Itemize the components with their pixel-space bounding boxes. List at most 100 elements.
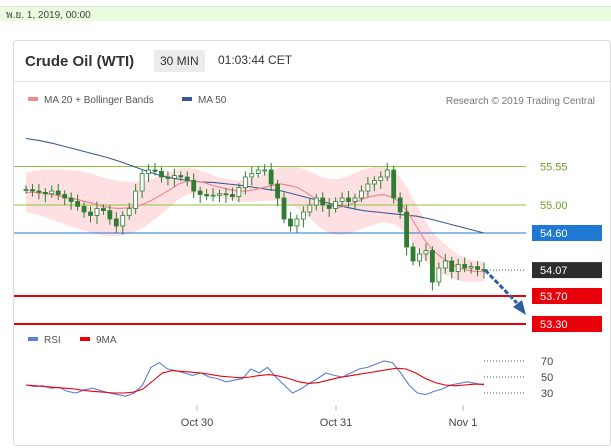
candle-body	[139, 173, 145, 192]
chart-card: Crude Oil (WTI) 30 MIN 01:03:44 CET MA 2…	[13, 40, 611, 446]
candle-body	[417, 253, 422, 262]
candle-body	[339, 197, 345, 202]
level-badge-53.30	[532, 316, 602, 332]
candle-body	[346, 197, 351, 202]
candle-body	[236, 187, 242, 198]
candle-body	[333, 201, 339, 209]
candle-body	[294, 218, 300, 227]
candle-body	[352, 197, 358, 202]
candle-body	[62, 194, 68, 199]
candle-body	[223, 193, 229, 196]
candle-body	[307, 204, 313, 213]
level-badge-54.07	[532, 262, 602, 279]
rsi-tick-30: 30	[541, 388, 553, 400]
candle-body	[230, 194, 235, 197]
candle-body	[159, 170, 164, 178]
candle-body	[378, 176, 384, 181]
candle-body	[171, 175, 177, 179]
ma50-legend-swatch	[182, 97, 192, 101]
candle-body	[75, 201, 81, 207]
candle-body	[126, 208, 132, 216]
timestamp: 01:03:44 CET	[218, 53, 293, 67]
candle-body	[217, 193, 222, 196]
candle-body	[455, 264, 461, 272]
level-lines	[14, 166, 526, 325]
ma50-legend-label: MA 50	[198, 95, 227, 106]
x-tick-label: Oct 30	[181, 417, 213, 429]
candle-body	[88, 211, 93, 216]
x-tick-label: Nov 1	[449, 417, 478, 429]
price-chart: MA 20 + Bollinger Bands MA 50 Research ©…	[14, 95, 602, 429]
candle-body	[204, 194, 210, 197]
candle-body	[184, 176, 190, 181]
rsi-ma-legend-swatch	[80, 337, 90, 341]
candle-body	[449, 260, 455, 272]
candle-body	[442, 260, 448, 269]
candle-body	[191, 180, 197, 192]
candle-body	[436, 267, 442, 283]
bollinger-band	[26, 166, 484, 283]
header-divider	[14, 81, 610, 82]
rsi-tick-70: 70	[541, 356, 553, 368]
candle-body	[288, 218, 293, 227]
candle-body	[404, 211, 409, 248]
candle-body	[255, 169, 261, 174]
candle-body	[242, 176, 248, 188]
candle-body	[423, 250, 429, 255]
candle-body	[262, 169, 268, 172]
level-label-53.30: 53.30	[540, 319, 568, 331]
candle-body	[197, 190, 203, 195]
bollinger-band-area	[26, 166, 484, 283]
candle-body	[300, 211, 306, 220]
candle-body	[101, 208, 106, 211]
level-badge-54.60	[532, 225, 602, 241]
candle-body	[42, 191, 48, 195]
ma20-legend-swatch	[28, 97, 38, 101]
candle-body	[429, 250, 435, 283]
date-label: พ.ย. 1, 2019, 00:00	[6, 10, 91, 21]
candle-body	[68, 197, 74, 202]
candle-body	[210, 194, 216, 197]
candle-body	[49, 190, 55, 195]
candle-body	[320, 197, 326, 206]
candle-body	[371, 180, 377, 185]
candle-body	[384, 169, 390, 178]
level-label-54.60: 54.60	[540, 228, 568, 240]
candle-body	[30, 189, 35, 192]
candle-body	[397, 197, 403, 213]
candle-body	[410, 246, 416, 262]
level-badge-53.70	[532, 288, 602, 304]
candle-body	[94, 208, 100, 216]
projection-arrow-icon	[483, 268, 526, 315]
candle-body	[36, 190, 42, 193]
rsi-ma-legend-label: 9MA	[96, 335, 117, 346]
candle-body	[23, 189, 29, 192]
date-bar: พ.ย. 1, 2019, 00:00	[0, 6, 611, 21]
candle-body	[326, 204, 332, 209]
ma20-legend-label: MA 20 + Bollinger Bands	[44, 95, 154, 106]
level-label-53.70: 53.70	[540, 291, 568, 303]
candle-body	[275, 183, 280, 199]
candle-body	[146, 169, 151, 174]
candle-body	[178, 175, 184, 178]
chart-title: Crude Oil (WTI)	[25, 53, 135, 70]
source-credit: Research © 2019 Trading Central	[446, 96, 595, 107]
candle-body	[268, 169, 274, 185]
level-label-54.07: 54.07	[540, 265, 568, 277]
rsi-legend-swatch	[28, 337, 38, 341]
candle-body	[391, 169, 397, 199]
candle-body	[313, 197, 319, 206]
rsi-ma-line	[25, 367, 484, 394]
candle-body	[113, 218, 119, 227]
candle-body	[365, 183, 371, 192]
timeframe-badge[interactable]: 30 MIN	[154, 50, 205, 72]
rsi-panel: 70 50 30	[25, 356, 553, 400]
candle-body	[249, 173, 255, 178]
level-label-55.55: 55.55	[540, 162, 568, 174]
x-tick-label: Oct 31	[320, 417, 352, 429]
rsi-tick-50: 50	[541, 372, 553, 384]
candle-body	[468, 266, 474, 269]
level-label-55.00: 55.00	[540, 200, 568, 212]
candle-body	[359, 190, 364, 199]
x-axis: Oct 30 Oct 31 Nov 1	[181, 405, 478, 429]
